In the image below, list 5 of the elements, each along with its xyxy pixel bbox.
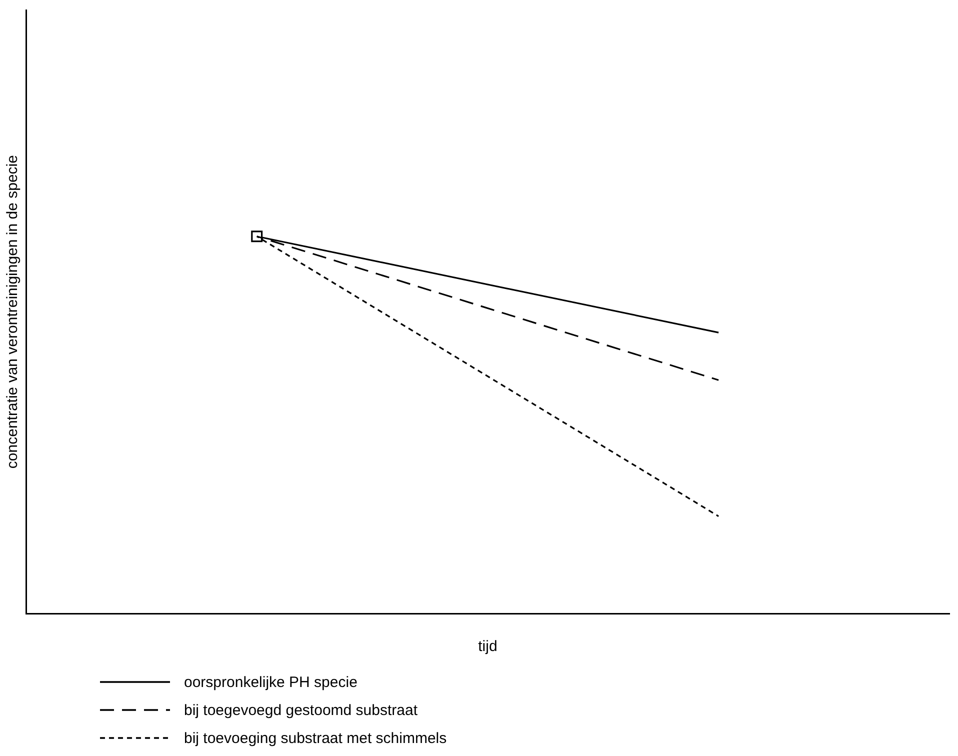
y-axis-title: concentratie van verontreinigingen in de specie [4,155,22,469]
legend-label: bij toegevoegd gestoomd substraat [184,702,418,718]
x-axis-title: tijd [478,638,498,656]
legend-label: oorspronkelijke PH specie [184,674,358,690]
legend-label: bij toevoeging substraat met schimmels [184,730,447,746]
